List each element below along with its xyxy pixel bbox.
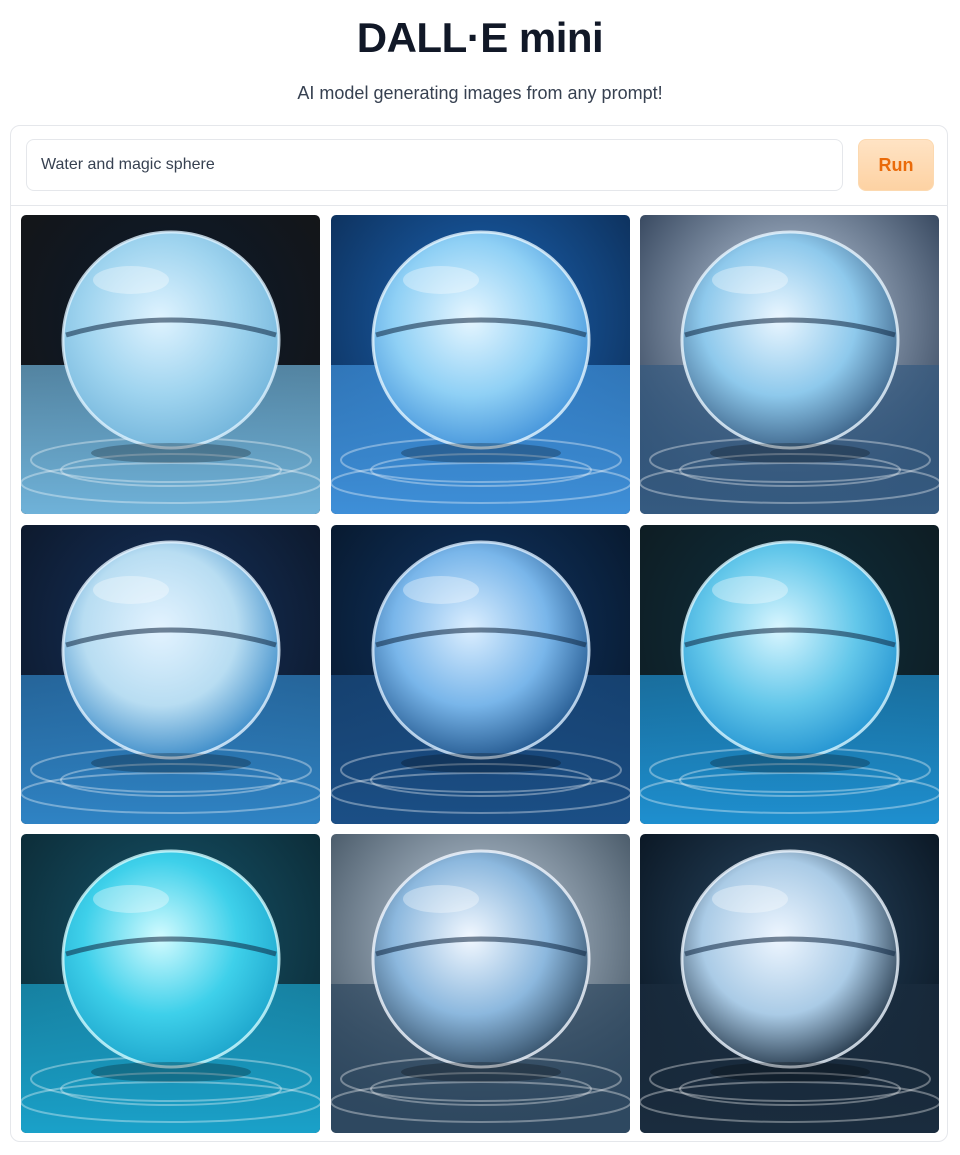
generated-image-4[interactable] — [21, 524, 320, 824]
prompt-input[interactable] — [26, 139, 843, 191]
generator-panel: Run — [10, 125, 948, 1142]
page-subtitle: AI model generating images from any prom… — [297, 83, 663, 103]
generated-image-2[interactable] — [330, 215, 630, 514]
generated-image-9[interactable] — [640, 834, 939, 1133]
generated-image-5[interactable] — [330, 524, 630, 824]
generated-image-8[interactable] — [330, 834, 630, 1133]
prompt-row: Run — [11, 126, 947, 206]
image-gallery — [21, 215, 939, 1133]
generated-image-3[interactable] — [640, 215, 939, 514]
run-button[interactable]: Run — [858, 139, 934, 191]
generated-image-6[interactable] — [640, 524, 939, 824]
generated-image-1[interactable] — [21, 215, 320, 514]
generated-image-7[interactable] — [21, 834, 320, 1133]
page-title: DALL·E mini — [356, 14, 604, 61]
